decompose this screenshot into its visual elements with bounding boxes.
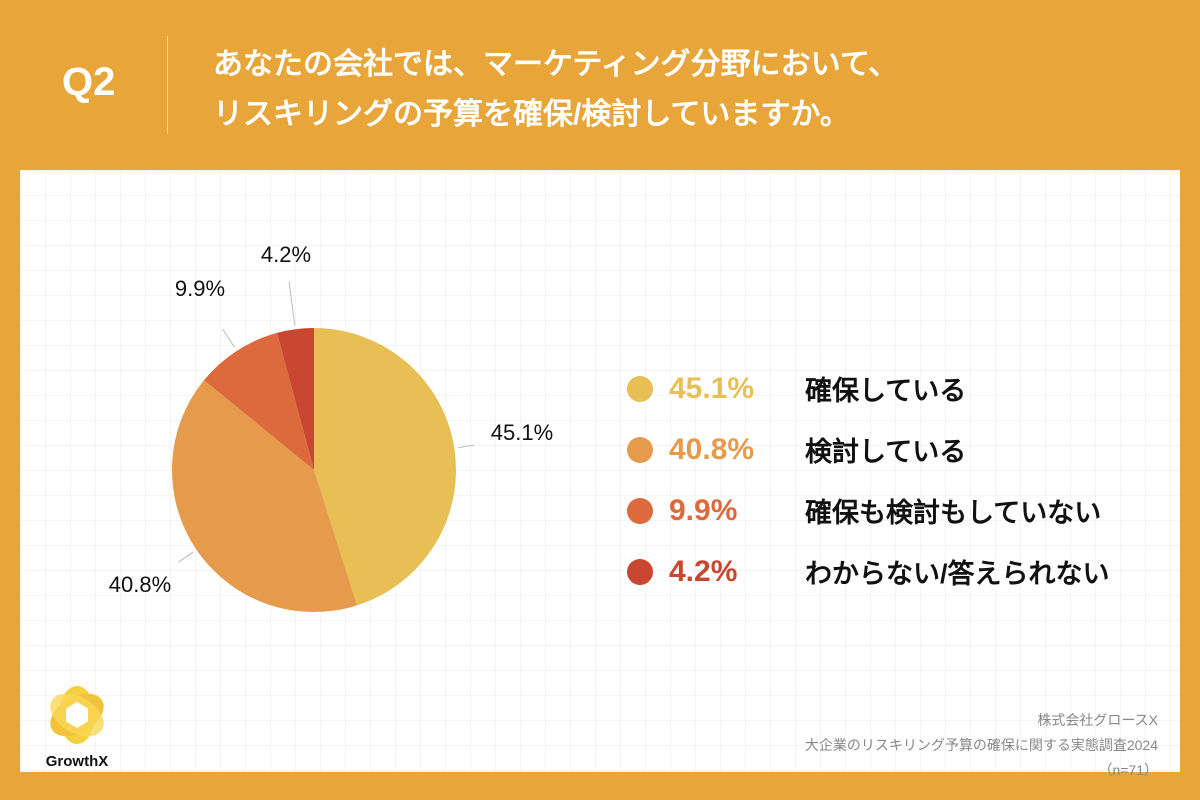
legend-dot [627, 558, 653, 585]
source-note: 株式会社グロースX 大企業のリスキリング予算の確保に関する実態調査2024 （n… [805, 708, 1158, 783]
legend-item: 40.8% 検討している [627, 419, 1110, 480]
pie-slice [172, 380, 358, 612]
data-label: 45.1% [491, 420, 553, 445]
page-title: あなたの会社では、マーケティング分野において、 リスキリングの予算を確保/検討し… [213, 40, 898, 140]
pie-slice [204, 332, 314, 470]
legend-label: 検討している [805, 437, 967, 467]
legend-dot [627, 497, 653, 524]
legend-percent: 45.1% [669, 371, 755, 405]
legend: 45.1% 確保している 40.8% 検討している 9.9% 確保も検討もしていない … [627, 358, 1110, 602]
legend-item: 4.2% わからない/答えられない [627, 541, 1110, 602]
data-label: 40.8% [109, 572, 171, 597]
source-survey: 大企業のリスキリング予算の確保に関する実態調査2024 [804, 737, 1158, 753]
leader-line [288, 281, 296, 326]
legend-label: わからない/答えられない [805, 559, 1110, 589]
source-company: 株式会社グロースX [1037, 712, 1158, 728]
legend-percent: 4.2% [669, 554, 738, 588]
title-line-2: リスキリングの予算を確保/検討していますか。 [213, 98, 850, 131]
data-label: 9.9% [175, 276, 225, 301]
pie-slice [314, 328, 456, 606]
logo-mark-icon [50, 686, 104, 744]
legend-label: 確保している [805, 376, 967, 406]
header-divider [167, 36, 168, 134]
leader-line [222, 328, 236, 348]
legend-dot [627, 375, 653, 402]
title-line-1: あなたの会社では、マーケティング分野において、 [213, 48, 899, 81]
legend-item: 45.1% 確保している [627, 358, 1110, 419]
leader-line [458, 444, 475, 449]
source-sample: （n=71） [1098, 762, 1158, 778]
leader-line [178, 551, 194, 563]
legend-dot [627, 436, 653, 463]
logo-text: GrowthX [45, 753, 109, 770]
growthx-logo: GrowthX [42, 684, 112, 770]
question-number: Q2 [62, 60, 116, 104]
legend-item: 9.9% 確保も検討もしていない [627, 480, 1110, 541]
data-label: 4.2% [261, 242, 311, 267]
legend-percent: 40.8% [669, 432, 755, 466]
legend-percent: 9.9% [669, 493, 738, 527]
pie-slice [276, 328, 314, 470]
legend-label: 確保も検討もしていない [805, 498, 1102, 528]
